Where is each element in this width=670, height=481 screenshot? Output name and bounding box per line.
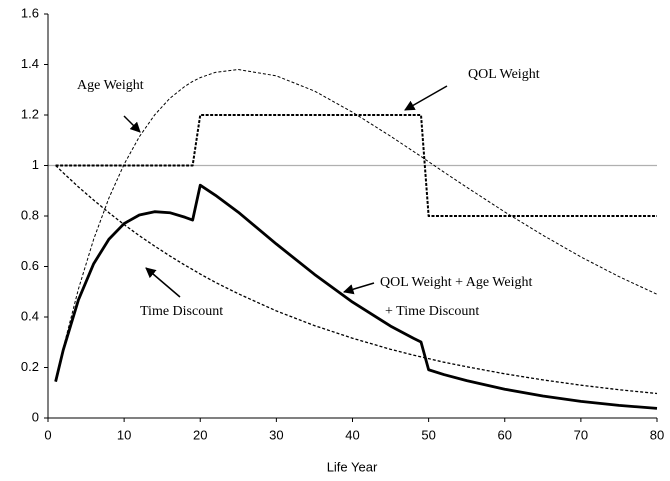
x-tick-label: 0: [44, 427, 51, 442]
arrow: [123, 115, 141, 133]
series-label: Time Discount: [140, 304, 223, 319]
y-tick-label: 1.6: [21, 5, 39, 20]
arrow: [404, 85, 448, 111]
y-tick-label: 1: [32, 157, 39, 172]
x-tick-label: 20: [193, 427, 207, 442]
annotation: QOL Weight + Age Weight: [380, 275, 532, 290]
y-tick-label: 1.2: [21, 106, 39, 121]
y-tick-label: 0.8: [21, 207, 39, 222]
x-axis-label: Life Year: [327, 459, 378, 474]
x-tick-label: 70: [574, 427, 588, 442]
series-label: QOL Weight: [468, 67, 540, 82]
annotation: + Time Discount: [385, 304, 479, 319]
y-tick-label: 0.6: [21, 258, 39, 273]
x-tick-label: 40: [345, 427, 359, 442]
x-tick-label: 60: [498, 427, 512, 442]
series-label: Age Weight: [77, 78, 144, 93]
x-tick-label: 10: [117, 427, 131, 442]
x-tick-label: 30: [269, 427, 283, 442]
x-tick-label: 80: [650, 427, 664, 442]
x-tick-label: 50: [421, 427, 435, 442]
series-line: [55, 114, 657, 217]
y-tick-label: 0: [32, 409, 39, 424]
y-tick-label: 1.4: [21, 56, 39, 71]
y-tick-label: 0.4: [21, 308, 39, 323]
annotation-arrows: [123, 85, 448, 298]
arrow: [342, 282, 375, 295]
arrow: [145, 267, 181, 298]
y-tick-label: 0.2: [21, 359, 39, 374]
series-line: [55, 165, 658, 395]
series-line: [55, 69, 658, 382]
series-line: [54, 183, 658, 410]
